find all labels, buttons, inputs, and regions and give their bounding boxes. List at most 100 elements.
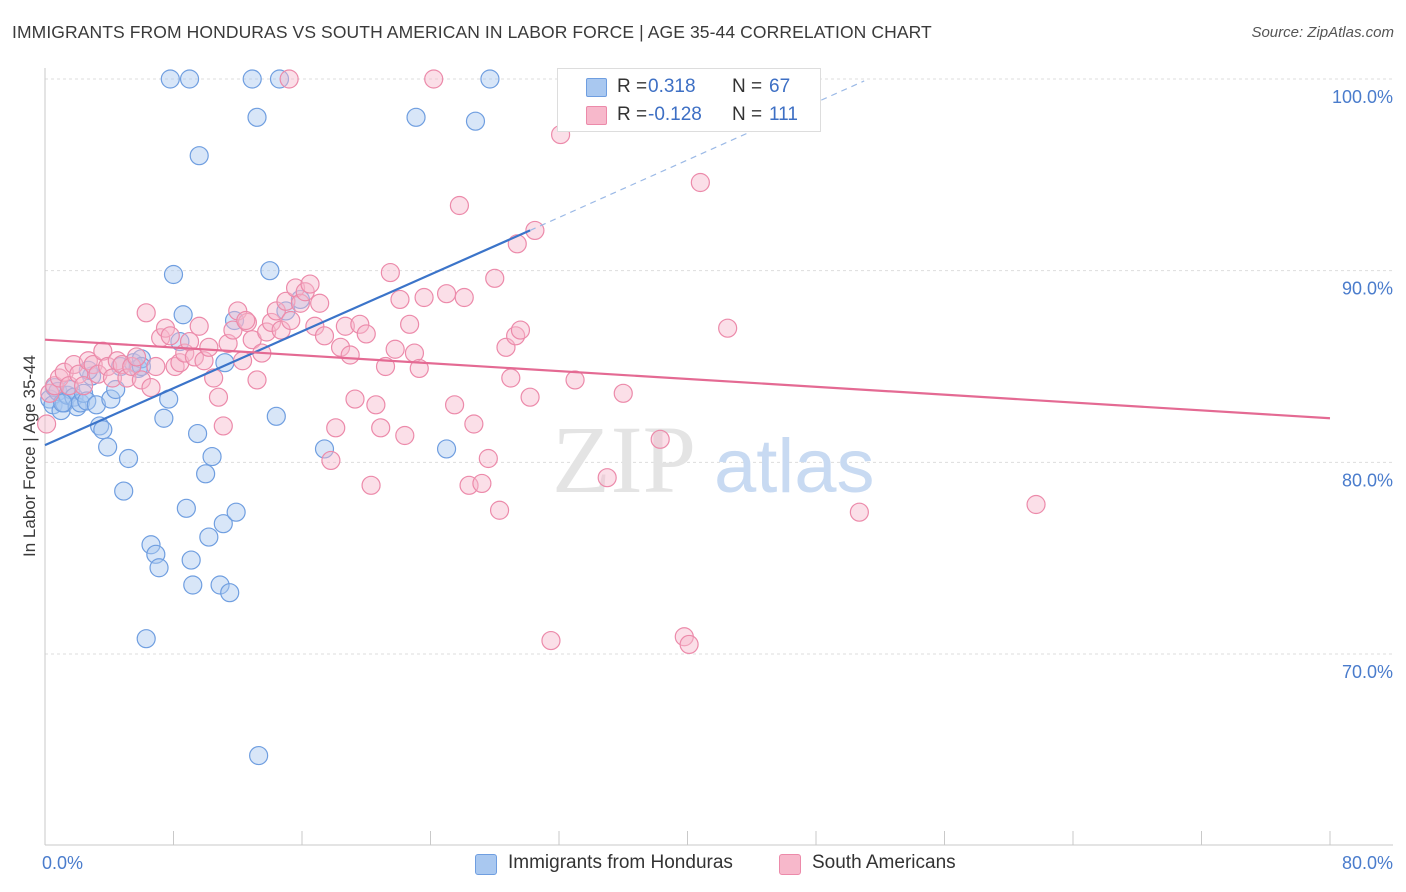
point-honduras	[106, 379, 126, 400]
point-south-american	[300, 274, 320, 294]
point-honduras	[210, 575, 230, 595]
point-honduras	[163, 264, 184, 285]
point-south-american	[489, 500, 510, 520]
legend-label-south-american: South Americans	[812, 852, 956, 873]
legend-n-value: 67	[769, 76, 791, 97]
point-honduras	[149, 558, 169, 578]
point-south-american	[395, 425, 415, 446]
point-south-american	[613, 383, 633, 403]
legend-r-label: R =	[617, 76, 648, 97]
point-south-american	[510, 320, 531, 340]
x-tick-label-max: 80.0%	[1342, 853, 1393, 873]
point-south-american	[122, 356, 142, 377]
point-south-american	[179, 331, 200, 352]
point-honduras	[260, 261, 280, 281]
y-tick-label: 70.0%	[1342, 662, 1393, 682]
point-south-american	[400, 314, 420, 334]
point-south-american	[98, 356, 118, 377]
point-south-american	[261, 312, 282, 333]
point-south-american	[520, 387, 540, 407]
trend-line-honduras	[44, 229, 531, 447]
point-honduras	[160, 69, 180, 89]
point-south-american	[236, 310, 256, 331]
legend-row-honduras: R = 0.318 N = 67	[558, 72, 818, 100]
point-south-american	[276, 291, 296, 311]
point-honduras	[406, 107, 426, 127]
point-honduras	[220, 583, 240, 603]
point-honduras	[314, 439, 335, 459]
point-south-american	[541, 630, 561, 651]
point-south-american	[204, 368, 224, 388]
point-south-american	[257, 322, 277, 342]
point-honduras	[86, 395, 107, 415]
legend-swatch-blue	[475, 854, 497, 875]
point-honduras	[173, 305, 193, 325]
legend-swatch-pink	[779, 854, 801, 875]
point-honduras	[465, 111, 486, 131]
point-south-american	[126, 347, 147, 367]
point-honduras	[213, 514, 233, 534]
point-south-american	[345, 389, 365, 409]
point-honduras	[189, 146, 209, 166]
y-tick-label: 80.0%	[1342, 470, 1393, 490]
point-honduras	[242, 69, 262, 89]
x-tick-label-min: 0.0%	[42, 853, 83, 873]
y-axis-title: In Labor Force | Age 35-44	[20, 355, 39, 557]
point-south-american	[330, 337, 351, 357]
point-honduras	[101, 389, 121, 409]
point-south-american	[679, 634, 699, 655]
point-south-american	[170, 353, 190, 373]
point-south-american	[650, 429, 670, 449]
point-south-american	[507, 234, 527, 254]
point-honduras	[202, 446, 222, 467]
point-south-american	[478, 448, 498, 469]
point-south-american	[371, 418, 391, 438]
point-south-american	[37, 414, 57, 434]
point-south-american	[326, 418, 346, 438]
watermark-zip: ZIP	[552, 406, 696, 513]
point-south-american	[444, 395, 465, 415]
point-honduras	[226, 502, 246, 522]
point-honduras	[118, 448, 139, 469]
point-south-american	[73, 376, 94, 396]
point-south-american	[565, 370, 585, 390]
watermark-atlas: atlas	[714, 424, 875, 509]
point-south-american	[390, 289, 410, 310]
point-south-american	[290, 293, 310, 313]
point-south-american	[314, 326, 335, 346]
point-south-american	[131, 370, 151, 390]
gridlines	[45, 78, 1393, 655]
point-honduras	[53, 393, 73, 413]
point-south-american	[281, 310, 301, 331]
point-honduras	[266, 406, 286, 426]
y-tick-label: 90.0%	[1342, 279, 1393, 299]
point-honduras	[131, 356, 151, 377]
point-honduras	[179, 69, 200, 89]
y-tick-label: 100.0%	[1332, 87, 1393, 107]
point-honduras	[187, 423, 208, 444]
point-south-american	[449, 195, 470, 216]
point-south-american	[199, 337, 219, 357]
point-south-american	[271, 320, 291, 340]
point-south-american	[310, 293, 330, 313]
point-south-american	[160, 326, 180, 346]
point-south-american	[366, 395, 386, 415]
point-south-american	[335, 316, 355, 336]
chart-title: IMMIGRANTS FROM HONDURAS VS SOUTH AMERIC…	[12, 22, 932, 42]
point-south-american	[414, 287, 434, 308]
legend-swatch-blue	[586, 78, 607, 97]
point-honduras	[183, 575, 203, 595]
legend-r-value: 0.318	[648, 76, 696, 97]
point-south-american	[340, 345, 360, 365]
point-south-american	[208, 387, 229, 407]
point-south-american	[285, 278, 306, 298]
axes	[44, 68, 1393, 846]
point-south-american	[266, 301, 286, 321]
point-south-american	[525, 220, 545, 241]
point-honduras	[269, 69, 290, 89]
point-honduras	[98, 437, 118, 457]
point-honduras	[170, 331, 190, 352]
point-south-american	[597, 468, 617, 488]
point-honduras	[176, 498, 196, 518]
